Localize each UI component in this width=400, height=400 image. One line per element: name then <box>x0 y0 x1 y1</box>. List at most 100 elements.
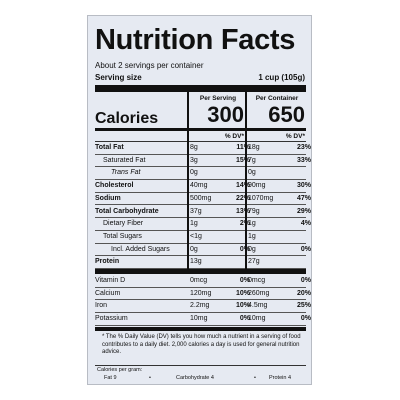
nutrient-row: Total Sugars <1g 1g <box>95 231 306 244</box>
amount: 40mg <box>190 182 208 190</box>
divider <box>95 269 306 274</box>
amount: 1070mg <box>248 194 274 202</box>
amount: 0mcg <box>190 277 208 284</box>
nutrient-name: Calcium <box>95 289 121 297</box>
amount: 8g <box>190 144 198 151</box>
daily-value: 2% <box>240 218 250 231</box>
daily-value: 22% <box>235 194 250 202</box>
nutrition-label: Nutrition Facts About 2 servings per con… <box>87 15 312 385</box>
nutrient-row: Total Fat 8g 11% 18g 23% <box>95 142 311 155</box>
nutrient-row: Dietary Fiber1g2%1g4% <box>95 218 311 231</box>
separator: • <box>254 375 256 381</box>
nutrient-name: Cholesterol <box>95 182 134 190</box>
column-header: Per Container <box>255 95 299 102</box>
daily-value: 10% <box>235 289 250 297</box>
amount: 1g <box>248 232 256 240</box>
divider <box>95 327 306 331</box>
nutrient-name: Total Fat <box>95 144 124 151</box>
daily-value: 4% <box>300 220 311 228</box>
daily-value: 25% <box>296 302 311 310</box>
amount: 7g <box>248 156 256 164</box>
nutrient-row: Iron 2.2mg 10% 4.5mg 25% <box>95 300 311 314</box>
daily-value: 15% <box>235 156 250 164</box>
separator: • <box>149 375 151 381</box>
amount: 120mg <box>190 289 212 297</box>
calories-per-gram: Calories per gram: <box>97 367 143 373</box>
serving-size-label: Serving size <box>95 73 142 82</box>
amount: 10mg <box>190 315 208 323</box>
nutrient-name: Vitamin D <box>95 277 126 284</box>
calories-per-gram-item: Protein 4 <box>269 375 292 381</box>
column-divider <box>187 92 189 269</box>
daily-value: 0% <box>300 245 311 253</box>
amount: 2.2mg <box>190 302 210 310</box>
nutrient-name: Saturated Fat <box>103 156 146 164</box>
calories-label: Calories <box>95 110 159 127</box>
nutrient-row: Vitamin D 0mcg 0% 0mcg 0% <box>95 275 311 288</box>
daily-value: 23% <box>296 144 311 151</box>
daily-value: 0% <box>239 277 250 284</box>
amount: 13g <box>190 258 202 266</box>
dv-header: % DV* <box>285 133 305 140</box>
nutrient-name: Total Carbohydrate <box>95 207 159 215</box>
divider <box>95 365 306 366</box>
amount: 1g <box>248 220 256 228</box>
nutrient-row: Total Carbohydrate 37g 13% 79g 29% <box>95 206 311 219</box>
daily-value: 13% <box>235 207 250 215</box>
daily-value: 10% <box>235 302 250 310</box>
daily-value: 20% <box>296 289 311 297</box>
amount: 4.5mg <box>248 302 268 310</box>
amount: 500mg <box>190 194 212 202</box>
amount: 79g <box>248 207 260 215</box>
nutrient-name: Iron <box>95 302 108 310</box>
daily-value: 0% <box>300 315 311 323</box>
daily-value: 0% <box>239 315 250 323</box>
amount: 90mg <box>248 182 266 190</box>
calories-serving: 300 <box>207 102 244 127</box>
nutrient-row: Sodium 500mg 22% 1070mg 47% <box>95 193 311 206</box>
column-divider <box>245 92 247 269</box>
amount: 10mg <box>248 315 266 323</box>
column-header: Per Serving <box>199 95 237 102</box>
amount: 0g <box>248 169 256 177</box>
daily-value: 0% <box>300 277 311 284</box>
nutrient-name: Dietary Fiber <box>103 220 144 228</box>
nutrient-name: Potassium <box>95 315 128 323</box>
amount: 3g <box>190 156 198 164</box>
daily-value: 0% <box>240 244 250 257</box>
calories-per-gram-item: Fat 9 <box>104 375 117 381</box>
divider <box>95 85 306 92</box>
amount: 1g <box>190 220 198 228</box>
nutrient-row: Potassium 10mg 0% 10mg 0% <box>95 313 311 326</box>
nutrient-row: Protein 13g 27g <box>95 256 306 269</box>
serving-size: 1 cup (105g) <box>258 73 305 82</box>
amount: 37g <box>190 207 202 215</box>
amount: <1g <box>190 232 202 240</box>
amount: 0g <box>190 245 198 253</box>
amount: 27g <box>248 258 260 266</box>
amount: 260mg <box>248 289 270 297</box>
amount: 0g <box>190 169 198 177</box>
nutrient-row: Cholesterol 40mg 14% 90mg 30% <box>95 180 311 193</box>
footnote: * The % Daily Value (DV) tells you how m… <box>102 334 301 356</box>
amount: 18g <box>248 144 260 151</box>
divider <box>95 128 306 131</box>
nutrient-name: Total Sugars <box>103 232 142 240</box>
daily-value: 47% <box>296 194 311 202</box>
calories-per-gram-item: Carbohydrate 4 <box>176 375 214 381</box>
amount: 0g <box>248 245 256 253</box>
calories-container: 650 <box>268 102 305 127</box>
nutrient-row: Calcium 120mg 10% 260mg 20% <box>95 288 311 301</box>
daily-value: 14% <box>235 182 250 190</box>
nutrient-name: Protein <box>95 258 120 266</box>
nutrient-row: Trans Fat 0g 0g <box>95 167 306 181</box>
title: Nutrition Facts <box>95 24 296 56</box>
nutrient-name: Sodium <box>95 194 121 202</box>
daily-value: 33% <box>296 156 311 164</box>
daily-value: 30% <box>296 182 311 190</box>
servings: About 2 servings per container <box>95 61 204 70</box>
dv-header: % DV* <box>224 133 244 140</box>
daily-value: 29% <box>296 207 311 215</box>
